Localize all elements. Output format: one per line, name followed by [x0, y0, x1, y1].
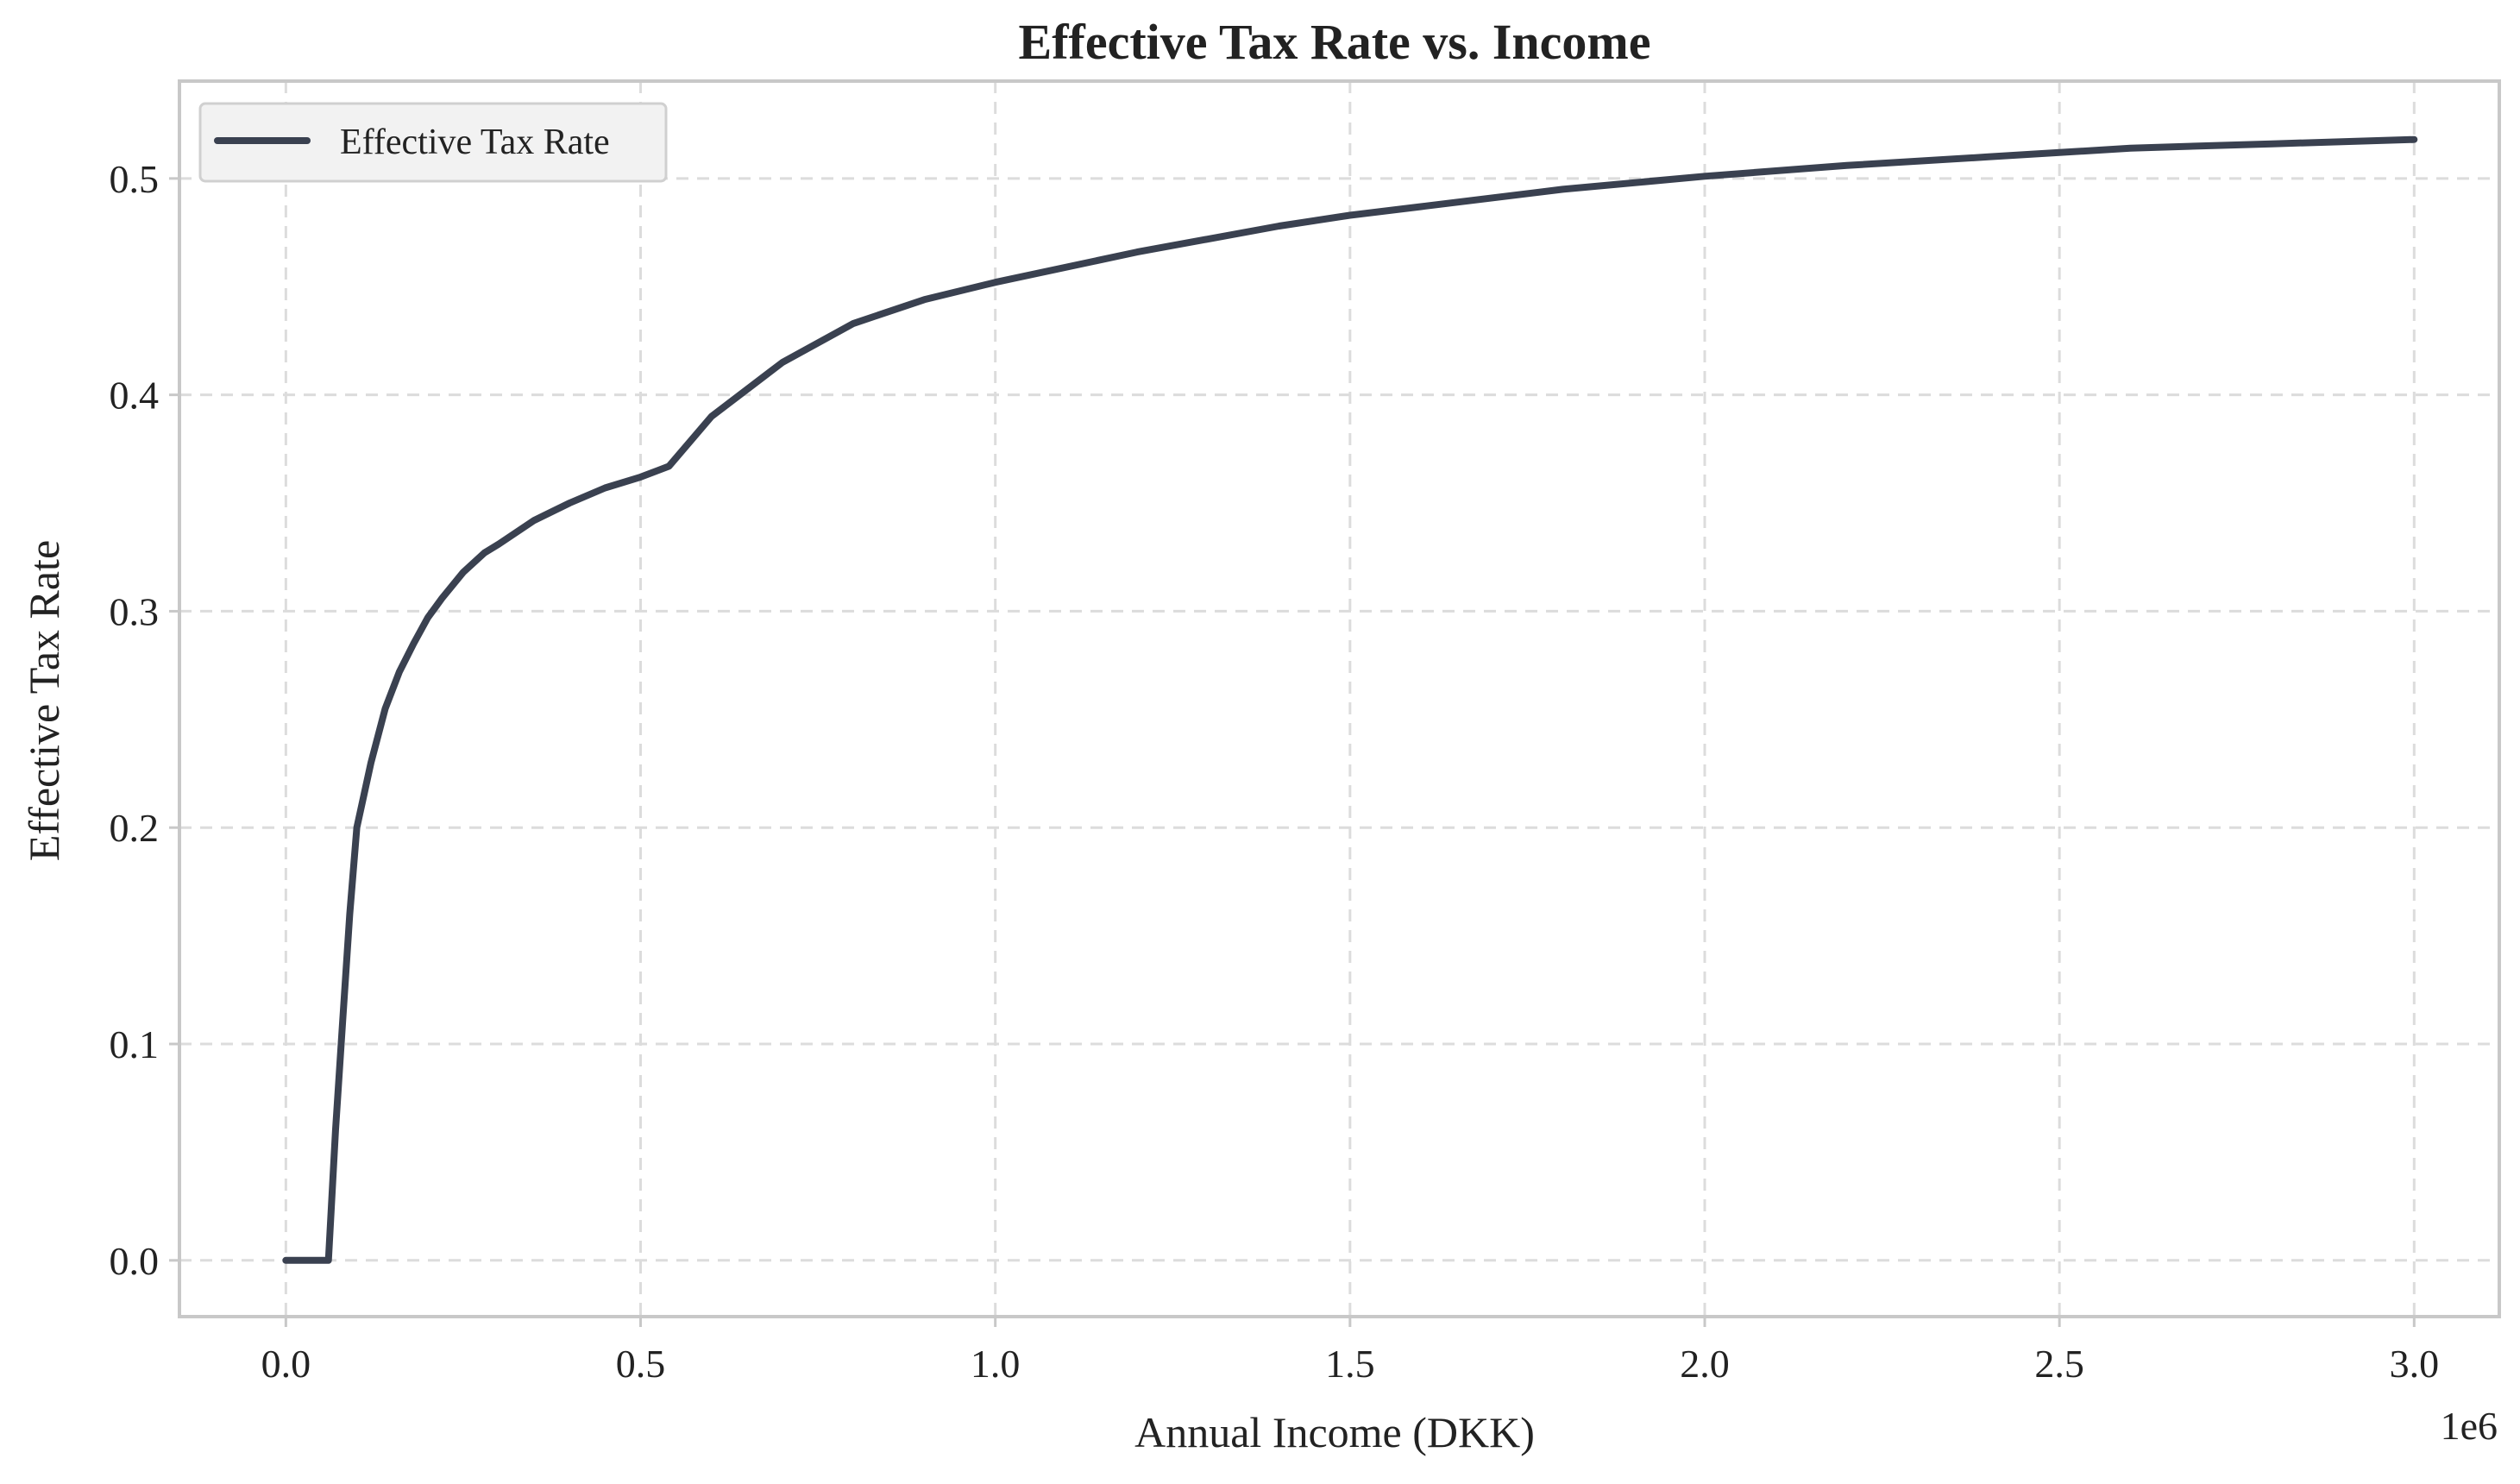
plot-area-frame	[178, 79, 2501, 1318]
series-line-effective-tax-rate	[282, 135, 2418, 1264]
x-tick-label-4: 2.0	[1680, 1342, 1730, 1386]
legend-box	[198, 102, 668, 183]
chart-title: Effective Tax Rate vs. Income	[1019, 14, 1651, 70]
grid-layer	[179, 81, 2499, 1317]
x-tick-label-1: 0.5	[616, 1342, 666, 1386]
legend-label-effective-tax-rate: Effective Tax Rate	[340, 123, 610, 162]
x-axis-ticks: 0.0 0.5 1.0 1.5 2.0 2.5 3.0	[261, 1317, 2439, 1386]
x-tick-label-5: 2.5	[2034, 1342, 2084, 1386]
x-axis-offset-label: 1e6	[2441, 1404, 2498, 1448]
y-axis-label: Effective Tax Rate	[20, 540, 68, 861]
x-tick-label-6: 3.0	[2390, 1342, 2440, 1386]
x-axis-label: Annual Income (DKK)	[1134, 1408, 1535, 1456]
y-tick-label-2: 0.2	[110, 806, 160, 850]
y-axis-ticks: 0.0 0.1 0.2 0.3 0.4 0.5	[110, 157, 179, 1283]
legend: Effective Tax Rate	[198, 102, 668, 183]
y-tick-label-5: 0.5	[110, 157, 160, 201]
x-tick-label-2: 1.0	[971, 1342, 1021, 1386]
x-tick-label-0: 0.0	[261, 1342, 311, 1386]
y-tick-label-0: 0.0	[110, 1239, 160, 1283]
series-layer	[282, 135, 2418, 1264]
x-tick-label-3: 1.5	[1325, 1342, 1375, 1386]
y-tick-label-4: 0.4	[110, 374, 160, 418]
y-tick-label-3: 0.3	[110, 589, 160, 633]
y-tick-label-1: 0.1	[110, 1022, 160, 1066]
